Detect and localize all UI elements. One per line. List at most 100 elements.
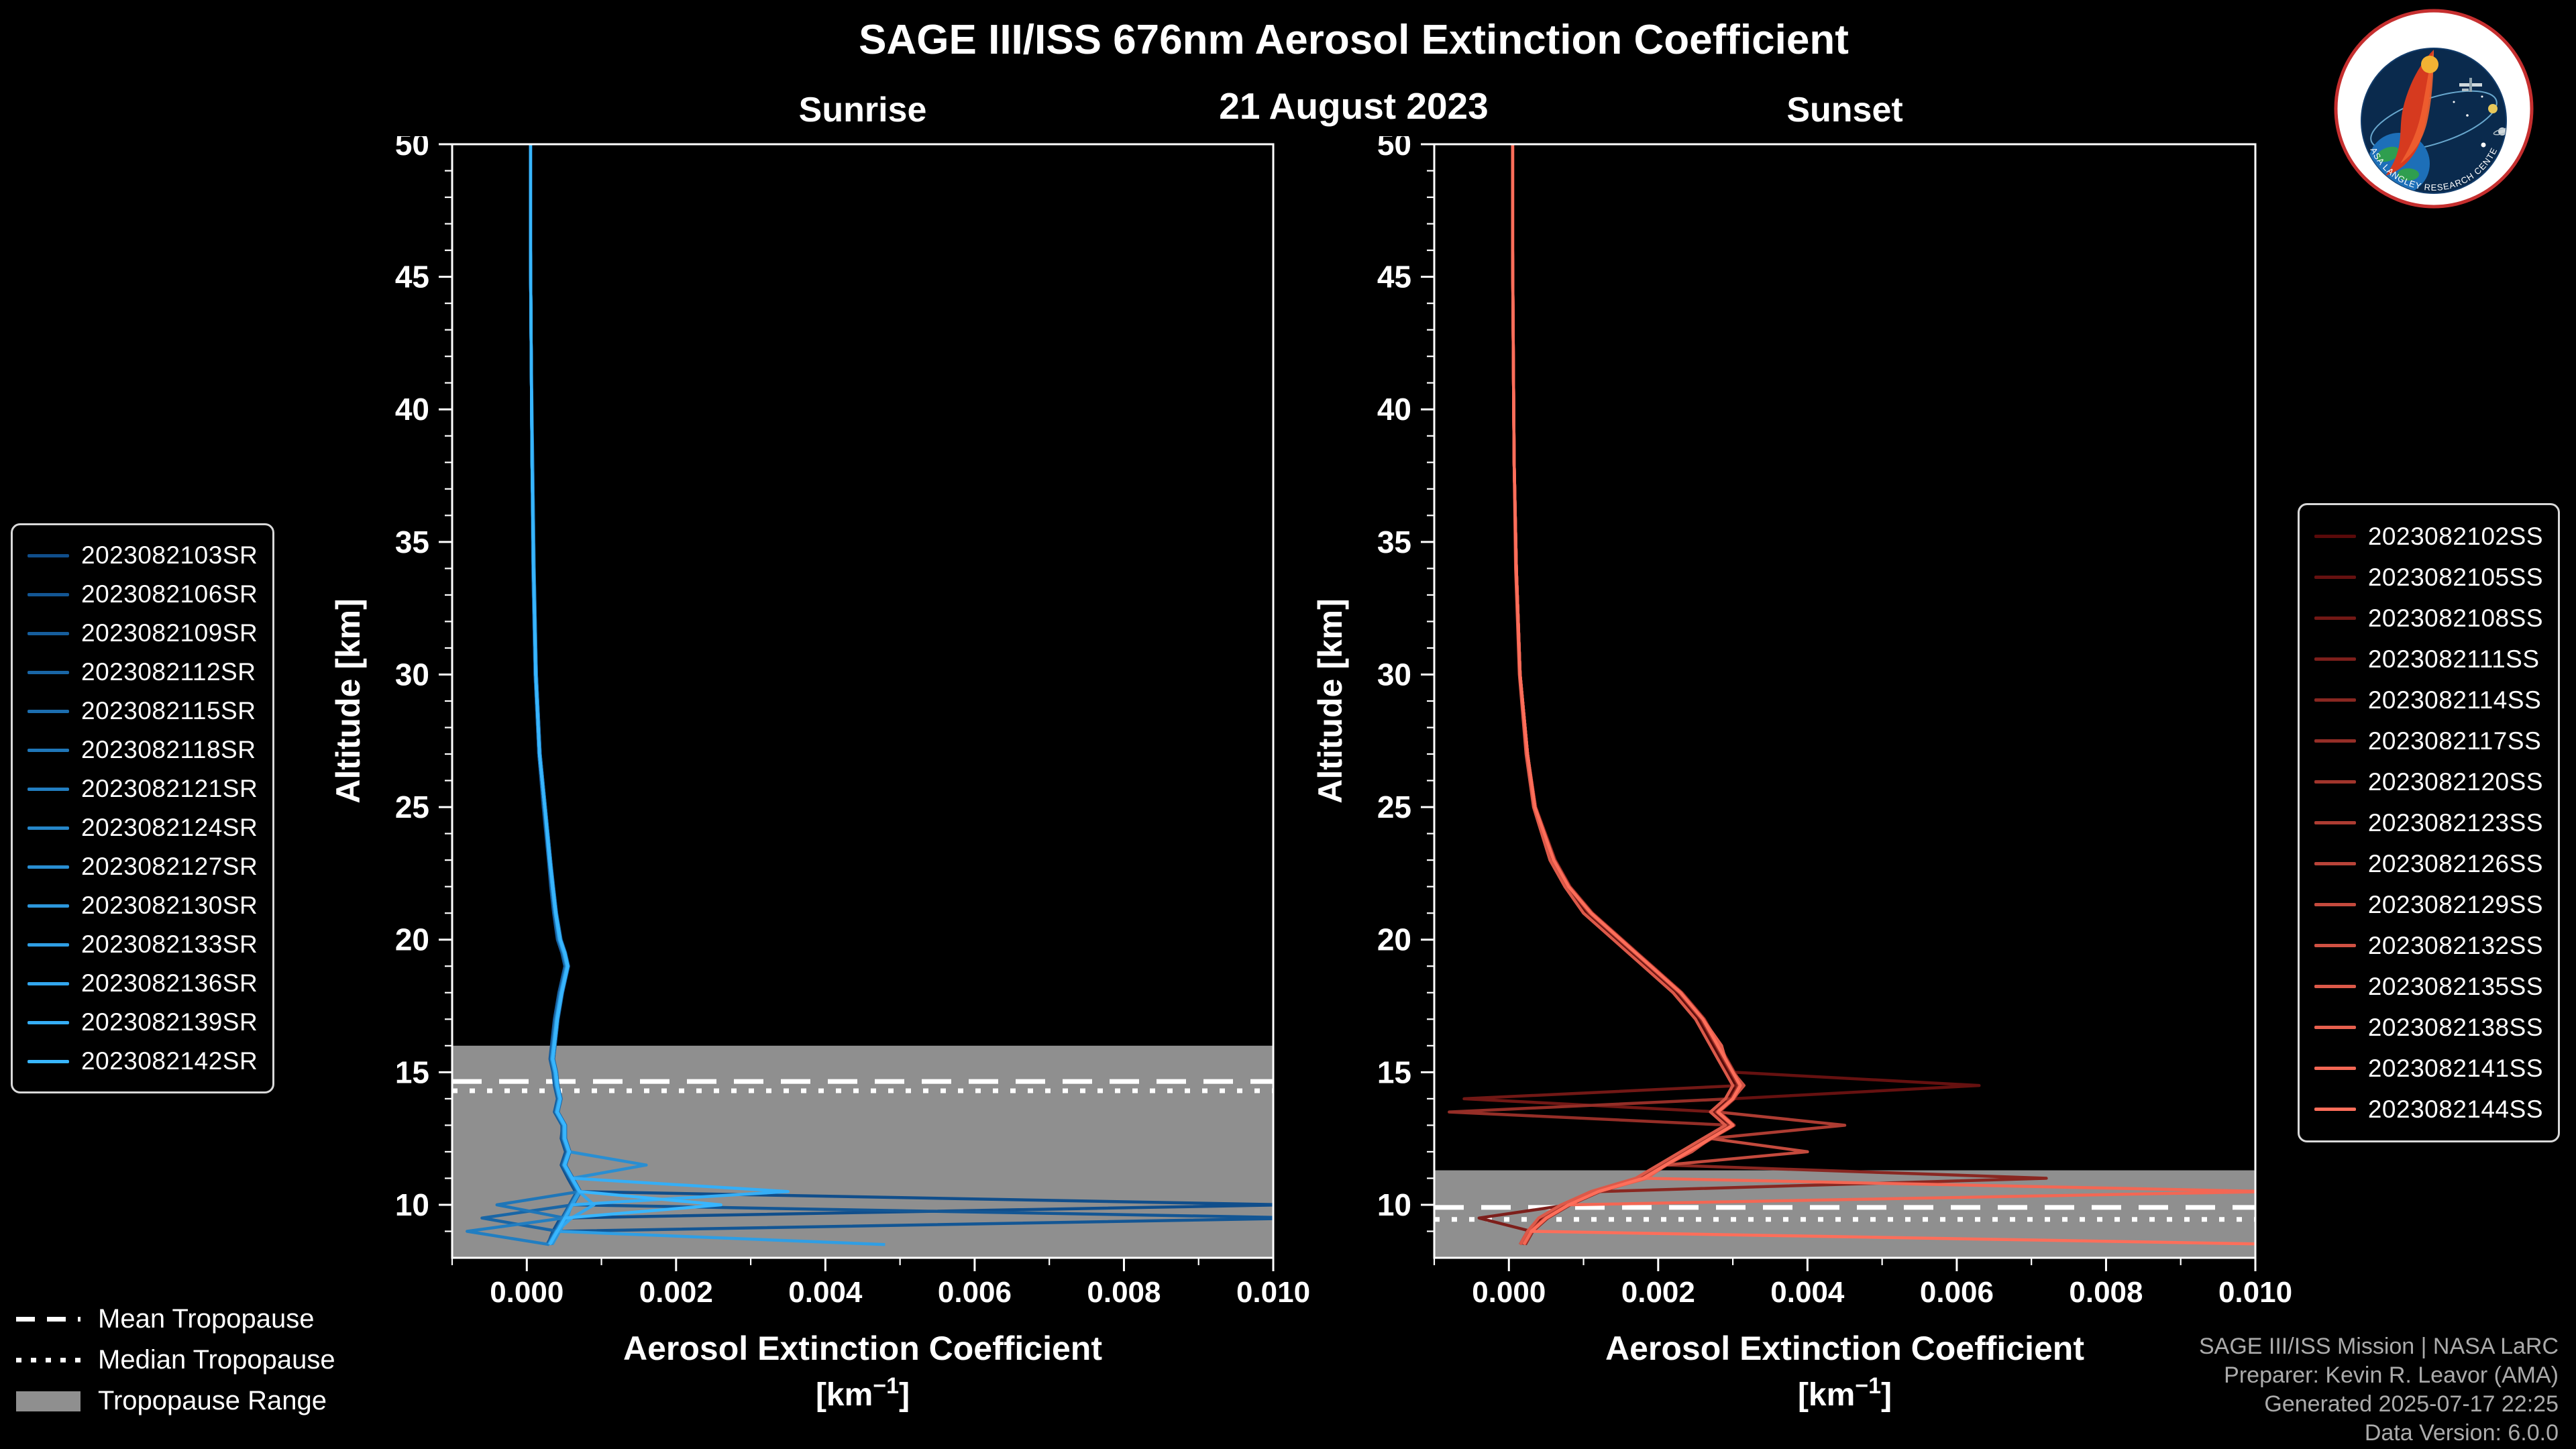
- y-axis-title: Altitude [km]: [329, 598, 367, 804]
- x-tick-label: 0.002: [639, 1276, 713, 1309]
- sun-figure: [2385, 50, 2434, 176]
- legend-swatch: [28, 981, 69, 985]
- profiles-group: [466, 144, 1273, 1246]
- median-tropopause-legend-item: Median Tropopause: [16, 1345, 335, 1375]
- legend-item: 2023082108SS: [2314, 598, 2543, 639]
- y-tick-label: 40: [1377, 392, 1411, 427]
- x-tick-label: 0.004: [1770, 1276, 1845, 1309]
- mean-tropopause-legend-item: Mean Tropopause: [16, 1304, 335, 1334]
- legend-swatch: [28, 1020, 69, 1024]
- legend-label: 2023082121SR: [81, 775, 258, 802]
- legend-label: 2023082144SS: [2367, 1095, 2543, 1123]
- legend-swatch: [2314, 944, 2356, 947]
- legend-swatch: [28, 904, 69, 908]
- legend-label: 2023082136SR: [81, 969, 258, 997]
- profile-line: [1511, 144, 1735, 1246]
- legend-item: 2023082138SS: [2314, 1007, 2543, 1048]
- profile-line: [1511, 144, 1809, 1246]
- profile-line: [1511, 144, 1743, 1246]
- legend-label: 2023082115SR: [81, 697, 256, 724]
- legend-item: 2023082139SR: [28, 1003, 258, 1042]
- legend-item: 2023082102SS: [2314, 516, 2543, 557]
- profile-line: [1448, 144, 1741, 1246]
- date-subtitle: 21 August 2023: [1219, 85, 1489, 127]
- y-tick-label: 15: [1377, 1055, 1411, 1089]
- legend-item: 2023082118SR: [28, 731, 258, 769]
- legend-label: 2023082130SR: [81, 892, 258, 919]
- y-tick-label: 35: [1377, 525, 1411, 559]
- legend-item: 2023082112SR: [28, 653, 258, 692]
- x-tick-label: 0.006: [938, 1276, 1012, 1309]
- legend-swatch: [28, 670, 69, 674]
- profile-line: [529, 144, 722, 1246]
- legend-swatch: [28, 748, 69, 752]
- legend-swatch: [2314, 657, 2356, 661]
- credit-generated: Generated 2025-07-17 22:25: [2264, 1391, 2559, 1417]
- sunrise-title: Sunrise: [798, 91, 927, 129]
- legend-label: 2023082124SR: [81, 814, 258, 841]
- legend-item: 2023082124SR: [28, 808, 258, 847]
- legend-swatch: [2314, 535, 2356, 538]
- legend-item: 2023082141SS: [2314, 1048, 2543, 1089]
- mean-tropopause-label: Mean Tropopause: [98, 1304, 315, 1334]
- y-tick-label: 45: [395, 260, 429, 294]
- x-tick-label: 0.010: [1236, 1276, 1310, 1309]
- y-tick-label: 30: [1377, 657, 1411, 692]
- profile-line: [1477, 144, 1742, 1246]
- legend-label: 2023082132SS: [2367, 931, 2543, 959]
- legend-label: 2023082142SR: [81, 1047, 258, 1075]
- legend-swatch: [2314, 1067, 2356, 1070]
- y-tick-label: 10: [1377, 1187, 1411, 1222]
- legend-item: 2023082127SR: [28, 847, 258, 886]
- x-axis-units: [km−1]: [816, 1373, 910, 1413]
- sage-iss-logo: NASA LANGLEY RESEARCH CENTER SAGE III · …: [2334, 9, 2534, 209]
- legend-item: 2023082126SS: [2314, 843, 2543, 884]
- legend-swatch: [28, 787, 69, 791]
- profile-line: [1511, 144, 1741, 1246]
- legend-label: 2023082127SR: [81, 853, 258, 880]
- legend-label: 2023082108SS: [2367, 604, 2543, 632]
- legend-label: 2023082112SR: [81, 658, 256, 686]
- x-tick-label: 0.000: [490, 1276, 564, 1309]
- legend-label: 2023082141SS: [2367, 1054, 2543, 1082]
- dashed-line-swatch: [16, 1317, 80, 1322]
- legend-item: 2023082144SS: [2314, 1089, 2543, 1130]
- legend-item: 2023082135SS: [2314, 966, 2543, 1007]
- legend-item: 2023082117SS: [2314, 720, 2543, 761]
- legend-swatch: [2314, 903, 2356, 906]
- legend-item: 2023082120SS: [2314, 761, 2543, 802]
- profile-line: [1511, 144, 2048, 1246]
- dotted-line-swatch: [16, 1358, 80, 1362]
- legend-swatch: [28, 943, 69, 947]
- legend-swatch: [28, 865, 69, 869]
- median-tropopause-label: Median Tropopause: [98, 1345, 335, 1375]
- legend-label: 2023082106SR: [81, 580, 258, 608]
- tropopause-range-label: Tropopause Range: [98, 1386, 327, 1415]
- legend-label: 2023082139SR: [81, 1008, 258, 1036]
- legend-swatch: [2314, 985, 2356, 988]
- sunrise-legend: 2023082103SR 2023082106SR 2023082109SR 2023…: [11, 523, 275, 1093]
- legend-label: 2023082135SS: [2367, 972, 2543, 1000]
- profile-line: [1511, 144, 1742, 1246]
- legend-item: 2023082133SR: [28, 925, 258, 964]
- x-axis-title: Aerosol Extinction Coefficient: [1605, 1330, 2084, 1367]
- legend-item: 2023082142SR: [28, 1042, 258, 1081]
- sunset-legend: 2023082102SS 2023082105SS 2023082108SS 2023…: [2297, 503, 2560, 1142]
- legend-label: 2023082120SS: [2367, 767, 2543, 796]
- legend-swatch: [2314, 1026, 2356, 1029]
- profile-line: [1462, 144, 1743, 1246]
- legend-item: 2023082115SR: [28, 692, 258, 731]
- profile-line: [1511, 144, 1746, 1246]
- legend-item: 2023082105SS: [2314, 557, 2543, 598]
- legend-swatch: [2314, 616, 2356, 620]
- legend-swatch: [2314, 739, 2356, 743]
- legend-swatch: [28, 1059, 69, 1063]
- y-axis-title: Altitude [km]: [1311, 598, 1349, 804]
- legend-item: 2023082109SR: [28, 614, 258, 653]
- legend-swatch: [28, 631, 69, 635]
- y-tick-label: 45: [1377, 260, 1411, 294]
- credits: SAGE III/ISS Mission | NASA LaRC Prepare…: [2199, 1332, 2559, 1448]
- y-tick-label: 50: [1377, 136, 1411, 162]
- legend-item: 2023082130SR: [28, 886, 258, 925]
- legend-label: 2023082133SR: [81, 930, 258, 958]
